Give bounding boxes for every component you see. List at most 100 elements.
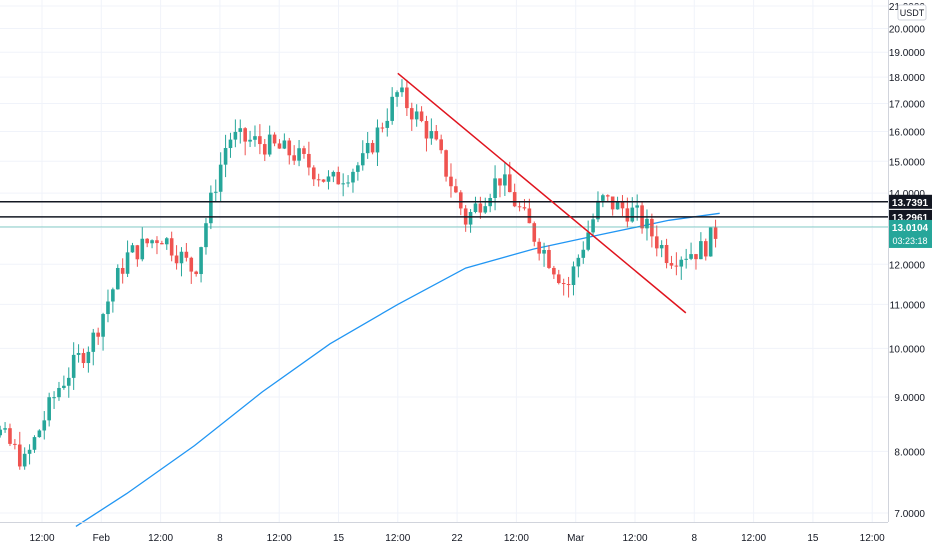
candle-body (248, 139, 252, 142)
candle-body (542, 249, 546, 254)
upper-level-tag-box (889, 194, 932, 209)
time-tick-label: 12:00 (148, 533, 173, 544)
descending-trendline (397, 72, 687, 314)
candle-body (267, 134, 272, 155)
candle-body (22, 453, 27, 467)
candle-body (111, 289, 115, 302)
candle-body (503, 174, 507, 186)
price-tick-label: 18.0000 (889, 73, 926, 84)
candle-body (96, 332, 100, 337)
price-tick-label: 9.0000 (894, 393, 925, 404)
candle-body (566, 284, 571, 286)
candle-body (32, 437, 37, 450)
candle-body (405, 87, 409, 109)
horizontal-levels[interactable] (0, 201, 888, 228)
time-tick-label: 15 (807, 533, 819, 544)
candle-body (37, 430, 42, 438)
candle-body (331, 171, 336, 177)
candle-body (458, 192, 463, 209)
candle-body (336, 171, 341, 185)
candle-body (346, 182, 350, 184)
last-price-label: 13.0104 (892, 223, 929, 234)
price-tick-label: 7.0000 (894, 509, 925, 520)
currency-badge[interactable]: USDT (897, 4, 927, 21)
price-axis[interactable]: 21.000020.000019.000018.000017.000016.00… (888, 0, 926, 522)
candle-body (552, 267, 556, 275)
candle-body (326, 176, 331, 182)
candle-body (512, 192, 517, 207)
candle-body (478, 203, 483, 213)
candle-body (194, 271, 198, 275)
price-tick-label: 17.0000 (889, 100, 926, 111)
time-tick-label: Mar (567, 533, 585, 544)
candle-body (571, 266, 576, 286)
candle-body (625, 208, 630, 222)
candle-body (81, 353, 86, 364)
candle-body (635, 205, 639, 208)
candle-body (650, 218, 654, 237)
time-tick-label: 12:00 (385, 533, 410, 544)
candle-body (385, 120, 390, 128)
candle-body (115, 267, 120, 290)
candle-body (204, 223, 208, 248)
candle-body (414, 111, 419, 120)
candle-body (605, 195, 610, 197)
candle-body (76, 353, 81, 355)
candle-body (703, 241, 708, 257)
candle-body (689, 254, 693, 259)
candle-body (135, 245, 140, 260)
time-tick-label: 12:00 (860, 533, 885, 544)
candle-body (179, 251, 184, 264)
grid (0, 0, 888, 522)
candle-body (253, 136, 257, 140)
candle-body (390, 96, 394, 121)
candle-body (449, 176, 453, 187)
time-axis[interactable]: 12:00 Feb 12:00 8 12:00 15 12:00 22 12:00 Mar 12:0… (0, 522, 888, 545)
time-tick-label: 22 (452, 533, 464, 544)
candle-body (91, 332, 96, 352)
candle-body (47, 397, 51, 421)
candle-body (684, 258, 688, 260)
candle-body (272, 134, 277, 144)
candle-body (71, 354, 76, 378)
candle-body (169, 238, 174, 256)
candle-body (243, 128, 247, 142)
candle-body (596, 200, 600, 220)
candle-body (321, 179, 326, 182)
price-tick-label: 12.0000 (889, 260, 926, 271)
candle-body (493, 178, 497, 199)
candle-body (630, 207, 635, 222)
candle-body (3, 428, 7, 430)
candle-body (213, 191, 218, 193)
candle-body (699, 241, 703, 260)
candle-body (679, 259, 684, 267)
candle-body (125, 252, 130, 274)
candle-body (150, 240, 154, 244)
lower-level-tag-label: 13.2961 (892, 213, 929, 224)
time-tick-label: 8 (692, 533, 698, 544)
candle-body (292, 155, 296, 161)
candle-body (517, 206, 522, 208)
price-tick-label: 11.0000 (890, 300, 926, 311)
candle-body (145, 238, 149, 244)
candle-body (316, 179, 321, 181)
candle-body (532, 223, 537, 242)
candle-body (277, 143, 282, 149)
trendline-layer[interactable] (397, 72, 687, 314)
candle-body (184, 251, 189, 258)
price-tick-label: 20.0000 (889, 25, 926, 36)
candle-body (429, 131, 434, 139)
candle-body (238, 128, 243, 132)
candle-body (120, 267, 125, 274)
candle-body (561, 283, 566, 285)
candle-body (581, 249, 586, 258)
candle-body (199, 247, 203, 275)
candle-body (287, 140, 292, 156)
candle-body (297, 148, 301, 161)
last-price-tag-box (889, 219, 932, 248)
candle-body (62, 385, 66, 388)
candle-body (209, 192, 213, 224)
